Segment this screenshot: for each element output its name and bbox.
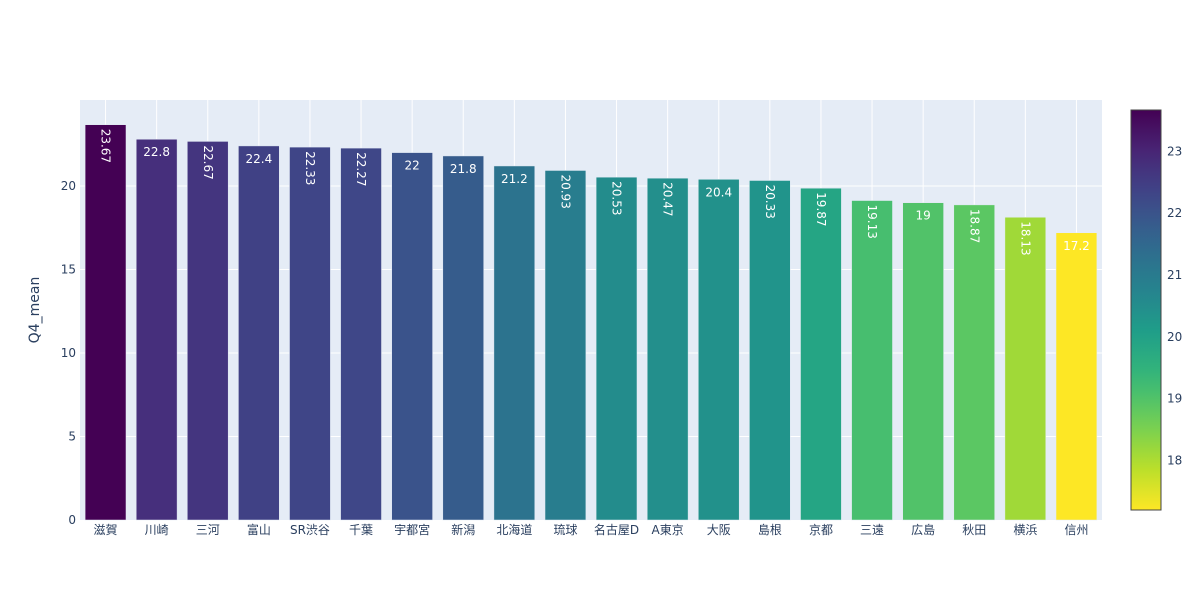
x-tick-label: 富山 bbox=[247, 522, 271, 537]
x-tick-label: 千葉 bbox=[349, 523, 373, 537]
y-tick-label: 15 bbox=[61, 263, 76, 277]
colorbar bbox=[1130, 109, 1162, 511]
bar bbox=[135, 138, 178, 521]
bars bbox=[84, 124, 1098, 521]
bar-value-label: 20.4 bbox=[705, 185, 732, 199]
bar-value-label: 22.33 bbox=[303, 151, 317, 185]
y-axis-title: Q4_mean bbox=[27, 277, 43, 344]
bar-value-label: 20.33 bbox=[763, 184, 777, 218]
bar bbox=[595, 176, 638, 521]
bar-value-label: 22.27 bbox=[354, 152, 368, 186]
colorbar-tick-label: 20 bbox=[1167, 330, 1182, 344]
x-tick-label: A東京 bbox=[652, 523, 684, 537]
bar-value-label: 19.87 bbox=[814, 192, 828, 226]
bar-value-label: 20.53 bbox=[610, 181, 624, 215]
bar bbox=[851, 200, 893, 521]
y-tick-label: 5 bbox=[68, 430, 76, 444]
y-tick-label: 0 bbox=[68, 513, 76, 527]
bar-value-labels: 23.67 22.8 22.67 22.4 22.33 22.27 22 21.8 21.2 20… bbox=[99, 129, 1090, 256]
colorbar-ticks: 18 19 20 21 22 23 bbox=[1167, 144, 1182, 467]
bar-value-label: 18.87 bbox=[967, 209, 981, 243]
bar-value-label: 21.8 bbox=[450, 162, 477, 176]
y-axis-ticks: 0 5 10 15 20 bbox=[61, 179, 76, 527]
bar bbox=[493, 165, 536, 521]
colorbar-tick-label: 23 bbox=[1167, 144, 1182, 158]
x-tick-label: 宇都宮 bbox=[394, 522, 430, 537]
bar bbox=[953, 204, 995, 521]
bar bbox=[84, 124, 127, 521]
bar bbox=[442, 155, 484, 521]
x-axis-ticks: 滋賀 川崎 三河 富山 SR渋谷 千葉 宇都宮 新潟 北海道 琉球 名古屋D A東京 大阪 島根 京都 三遠 広… bbox=[94, 522, 1089, 537]
bar-value-label: 18.13 bbox=[1018, 221, 1032, 255]
bar-value-label: 17.2 bbox=[1063, 239, 1090, 253]
bar-value-label: 19.13 bbox=[865, 205, 879, 239]
y-tick-label: 10 bbox=[61, 346, 76, 360]
bar-value-label: 23.67 bbox=[99, 129, 113, 163]
x-tick-label: 大阪 bbox=[707, 523, 731, 537]
x-tick-label: 滋賀 bbox=[94, 523, 118, 537]
colorbar-tick-label: 22 bbox=[1167, 206, 1182, 220]
bar-value-label: 20.47 bbox=[661, 182, 675, 216]
bar bbox=[698, 179, 740, 521]
x-tick-label: 広島 bbox=[911, 522, 935, 537]
bar bbox=[340, 147, 382, 521]
bar-value-label: 22.4 bbox=[245, 152, 272, 166]
y-tick-label: 20 bbox=[61, 179, 76, 193]
bar-value-label: 19 bbox=[916, 209, 931, 223]
bar bbox=[187, 141, 229, 521]
bar bbox=[646, 177, 689, 521]
bar bbox=[238, 145, 280, 521]
bar-value-label: 20.93 bbox=[558, 174, 572, 208]
x-tick-label: 三遠 bbox=[860, 523, 884, 537]
x-tick-label: 京都 bbox=[809, 523, 833, 537]
x-tick-label: 信州 bbox=[1064, 523, 1088, 537]
bar bbox=[749, 180, 791, 521]
bar-value-label: 22.67 bbox=[201, 145, 215, 179]
colorbar-tick-label: 21 bbox=[1167, 268, 1182, 282]
bar-value-label: 22 bbox=[405, 159, 420, 173]
x-tick-label: 横浜 bbox=[1013, 523, 1037, 537]
bar bbox=[902, 202, 944, 521]
x-tick-label: 島根 bbox=[758, 522, 782, 537]
colorbar-tick-label: 19 bbox=[1167, 392, 1182, 406]
x-tick-label: 川崎 bbox=[145, 523, 169, 537]
bar bbox=[800, 187, 842, 521]
x-tick-label: 三河 bbox=[196, 523, 220, 537]
bar bbox=[544, 170, 587, 521]
bar bbox=[391, 152, 433, 521]
x-tick-label: 名古屋D bbox=[594, 522, 639, 537]
plot-background bbox=[80, 100, 1102, 520]
colorbar-tick-label: 18 bbox=[1167, 454, 1182, 468]
bar bbox=[1055, 232, 1098, 521]
x-tick-label: 北海道 bbox=[496, 522, 532, 537]
x-tick-label: SR渋谷 bbox=[290, 523, 330, 537]
x-tick-label: 新潟 bbox=[451, 522, 475, 537]
x-tick-label: 秋田 bbox=[962, 523, 986, 537]
bar-value-label: 22.8 bbox=[143, 145, 170, 159]
bar bbox=[289, 146, 331, 521]
x-tick-label: 琉球 bbox=[553, 523, 577, 537]
bar-value-label: 21.2 bbox=[501, 172, 528, 186]
bar bbox=[1004, 216, 1047, 521]
